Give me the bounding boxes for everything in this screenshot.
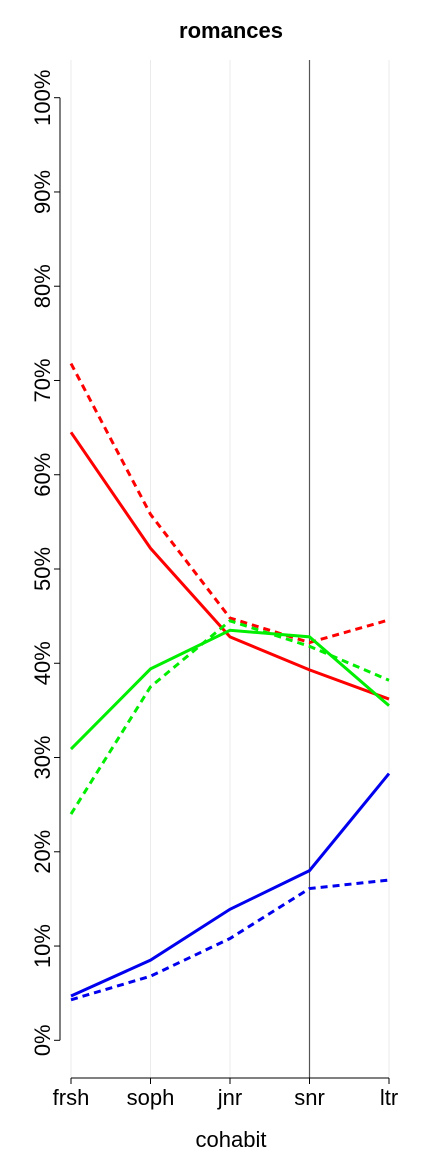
y-tick-label: 100% <box>30 70 55 126</box>
x-tick-label: frsh <box>53 1085 90 1110</box>
y-tick-label: 90% <box>30 170 55 214</box>
x-axis-label: cohabit <box>196 1127 267 1152</box>
series-line <box>69 431 390 701</box>
y-tick-label: 70% <box>30 358 55 402</box>
y-tick-label: 20% <box>30 830 55 874</box>
y-tick-label: 80% <box>30 264 55 308</box>
y-tick-label: 30% <box>30 735 55 779</box>
x-tick-label: snr <box>294 1085 325 1110</box>
x-tick-label: soph <box>127 1085 175 1110</box>
series-line <box>70 772 391 998</box>
y-tick-label: 10% <box>30 924 55 968</box>
y-tick-label: 50% <box>30 547 55 591</box>
x-tick-label: ltr <box>380 1085 398 1110</box>
y-tick-label: 0% <box>30 1024 55 1056</box>
series-line <box>70 878 390 1002</box>
y-tick-label: 60% <box>30 453 55 497</box>
series-line <box>69 628 390 751</box>
series-line <box>69 619 390 815</box>
y-tick-label: 40% <box>30 641 55 685</box>
series-line <box>69 362 390 645</box>
x-tick-label: jnr <box>217 1085 242 1110</box>
chart-title: romances <box>179 18 283 43</box>
